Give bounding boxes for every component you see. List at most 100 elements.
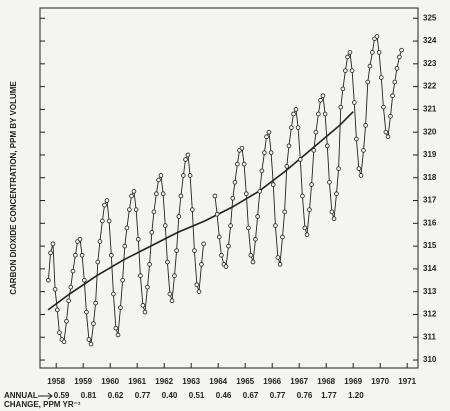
data-point — [108, 252, 114, 258]
data-point — [336, 166, 341, 171]
x-tick-label: 1963 — [182, 377, 200, 386]
data-point — [250, 259, 256, 265]
annual-label-unit: CHANGE, PPM YR⁻¹ — [4, 400, 81, 409]
y-tick-label: 321 — [423, 105, 437, 114]
data-point — [172, 273, 177, 279]
data-point — [392, 79, 398, 85]
x-tick-label: 1971 — [398, 377, 416, 386]
data-point — [194, 282, 200, 288]
data-point — [284, 164, 290, 169]
data-point — [102, 202, 107, 208]
x-tick-label: 1970 — [371, 377, 389, 386]
annual-change: 0.40 — [162, 391, 178, 400]
data-point — [131, 189, 137, 194]
data-point — [223, 264, 229, 269]
data-point — [178, 193, 184, 199]
data-point — [304, 232, 310, 238]
data-point — [343, 68, 348, 73]
data-point — [358, 173, 364, 178]
data-point — [318, 97, 323, 103]
data-point — [199, 262, 204, 267]
data-point — [91, 321, 96, 326]
y-tick-label: 319 — [423, 150, 437, 159]
data-point — [390, 93, 395, 99]
data-point — [201, 241, 206, 247]
y-tick-label: 322 — [423, 82, 437, 91]
data-point — [127, 207, 132, 212]
y-tick-label: 325 — [423, 13, 437, 22]
data-line — [47, 35, 402, 346]
annual-change: 1.77 — [321, 391, 337, 400]
data-point — [270, 182, 276, 187]
y-tick-label: 310 — [423, 355, 437, 364]
data-point — [297, 157, 303, 162]
data-point — [93, 300, 98, 306]
data-point — [181, 173, 186, 178]
data-point — [374, 34, 380, 39]
data-point — [334, 191, 339, 196]
data-point — [230, 195, 236, 201]
annual-change: 0.76 — [297, 391, 313, 400]
data-point — [167, 291, 173, 297]
x-tick-label: 1966 — [263, 377, 281, 386]
x-tick-label: 1965 — [236, 377, 254, 386]
y-axis-label: CARBON DIOXIDE CONCENTRATION, PPM BY VOL… — [9, 81, 18, 295]
annual-change: 0.81 — [81, 391, 97, 400]
data-point — [77, 236, 83, 242]
data-point — [277, 262, 283, 267]
data-point — [70, 268, 76, 274]
data-point — [145, 284, 150, 290]
data-point — [327, 180, 332, 185]
data-point — [255, 214, 260, 219]
data-point — [187, 173, 193, 178]
data-point — [214, 211, 220, 217]
data-point — [293, 107, 299, 112]
annual-change: 0.77 — [135, 391, 151, 400]
data-point — [351, 100, 357, 105]
data-point — [388, 113, 393, 119]
data-point — [347, 50, 353, 55]
y-tick-label: 324 — [423, 36, 437, 45]
data-point — [118, 305, 123, 310]
x-tick-label: 1964 — [209, 377, 227, 386]
data-point — [68, 284, 74, 290]
data-point — [142, 309, 148, 315]
data-point — [239, 145, 245, 151]
data-point — [50, 241, 56, 247]
annual-change: 0.62 — [108, 391, 124, 400]
trend-line — [47, 111, 354, 311]
data-point — [313, 129, 319, 135]
x-tick-label: 1960 — [101, 377, 119, 386]
data-point — [295, 125, 301, 130]
data-point — [66, 298, 71, 304]
data-point — [183, 157, 188, 162]
y-tick-label: 312 — [423, 310, 437, 319]
x-tick-label: 1961 — [128, 377, 146, 386]
data-point — [95, 259, 101, 265]
data-point — [151, 209, 157, 215]
data-point — [356, 166, 362, 171]
data-point — [79, 252, 85, 258]
data-point — [169, 298, 175, 304]
data-point — [302, 225, 308, 231]
data-point — [176, 214, 182, 219]
y-tick-label: 318 — [423, 173, 437, 182]
data-point — [266, 129, 272, 135]
x-tick-label: 1959 — [74, 377, 92, 386]
data-point — [363, 123, 368, 128]
y-tick-label: 313 — [423, 287, 437, 296]
data-point — [331, 216, 337, 222]
data-point — [262, 150, 267, 155]
data-point — [140, 303, 146, 308]
data-point — [104, 198, 110, 203]
data-point — [185, 152, 191, 158]
data-point — [158, 173, 164, 178]
annual-change: 0.51 — [189, 391, 205, 400]
data-point — [160, 191, 166, 196]
data-point — [322, 111, 328, 117]
data-point — [115, 332, 121, 338]
data-point — [365, 79, 371, 85]
plot-frame — [39, 7, 419, 369]
annual-change: 0.59 — [54, 391, 70, 400]
